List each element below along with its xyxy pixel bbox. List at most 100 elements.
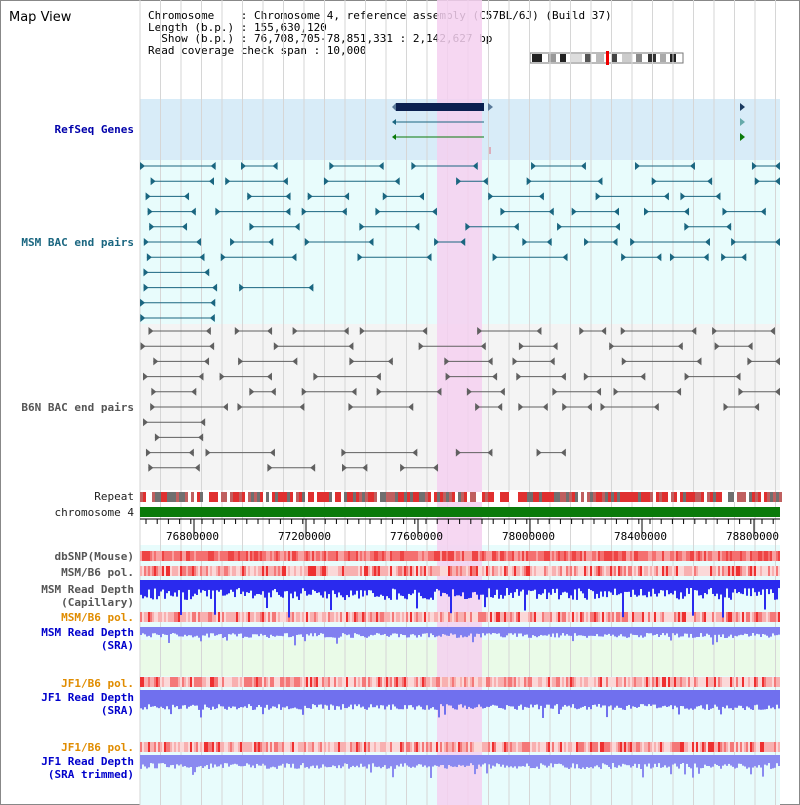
msm-bac-end (285, 192, 291, 201)
read-depth-bar (204, 627, 206, 636)
read-depth-bar (156, 690, 158, 708)
msm-bac-pairs[interactable] (140, 162, 780, 322)
read-depth-bar (182, 627, 184, 637)
msm-bac-end (456, 177, 462, 186)
polymorphism-cell (548, 551, 550, 561)
polymorphism-cell (600, 742, 602, 752)
polymorphism-cell (770, 742, 772, 752)
polymorphism-cell (604, 612, 606, 622)
polymorphism-cell (730, 677, 732, 687)
b6n-bac-end (153, 357, 159, 366)
polymorphism-cell (678, 612, 680, 622)
polymorphism-cell (340, 677, 342, 687)
b6n-bac-pairs[interactable] (140, 327, 780, 472)
polymorphism-cell (202, 677, 204, 687)
polymorphism-cell (630, 612, 632, 622)
polymorphism-cell (466, 551, 468, 561)
repeat-cell (176, 492, 179, 502)
polymorphism-cell (760, 612, 762, 622)
msm-bac-end (538, 192, 544, 201)
polymorphism-cell (186, 742, 188, 752)
read-depth-bar (546, 690, 548, 705)
b6n-bac-end (477, 327, 483, 335)
polymorphism-cell (212, 677, 214, 687)
repeat-cell (677, 492, 680, 502)
polymorphism-cell (488, 677, 490, 687)
read-depth-bar (610, 627, 612, 636)
read-depth-bar (466, 690, 468, 710)
polymorphism-cell (436, 677, 438, 687)
polymorphism-cell (356, 566, 358, 576)
polymorphism-cell (482, 677, 484, 687)
b6n-bac-end (237, 403, 243, 411)
polymorphism-cell (578, 742, 580, 752)
read-depth-bar (200, 755, 202, 766)
polymorphism-cell (230, 551, 232, 561)
polymorphism-cell (534, 742, 536, 752)
polymorphism-cell (456, 551, 458, 561)
polymorphism-cell (400, 742, 402, 752)
polymorphism-cell (558, 551, 560, 561)
read-depth-bar (680, 580, 682, 593)
chromosome-ideogram[interactable] (529, 51, 684, 65)
read-depth-bar (412, 627, 414, 635)
read-depth-bar (314, 755, 316, 769)
read-depth-bar (192, 690, 194, 705)
polymorphism-cell (374, 677, 376, 687)
polymorphism-cell (332, 677, 334, 687)
repeat-cell (617, 492, 620, 502)
msm-bac-label[interactable]: MSM BAC end pairs (21, 236, 134, 249)
polymorphism-cell (518, 677, 520, 687)
polymorphism-cell (348, 612, 350, 622)
polymorphism-cell (258, 566, 260, 576)
read-depth-bar (288, 755, 290, 765)
read-depth-bar (604, 580, 606, 592)
polymorphism-cell (182, 612, 184, 622)
repeat-cell (716, 492, 719, 502)
refseq-gene-models[interactable] (392, 103, 745, 154)
read-depth-bar (370, 580, 372, 591)
polymorphism-cell (376, 551, 378, 561)
read-depth-bar (584, 580, 586, 599)
b6n-bac-end (292, 327, 298, 335)
read-depth-bar (346, 690, 348, 709)
polymorphism-cell (312, 677, 314, 687)
polymorphism-cell (584, 742, 586, 752)
read-depth-bar (246, 690, 248, 708)
msm-bac-end (149, 222, 155, 231)
repeat-cell (422, 492, 425, 502)
read-depth-bar (732, 580, 734, 593)
polymorphism-cell (668, 612, 670, 622)
polymorphism-cell (290, 742, 292, 752)
polymorphism-cell (680, 551, 682, 561)
read-depth-bar (538, 755, 540, 769)
polymorphism-cell (188, 551, 190, 561)
polymorphism-cell (596, 677, 598, 687)
read-depth-bar (398, 755, 400, 767)
read-depth-bar (644, 690, 646, 706)
b6n-bac-label[interactable]: B6N BAC end pairs (21, 401, 134, 414)
polymorphism-cell (676, 742, 678, 752)
read-depth-bar (628, 690, 630, 705)
polymorphism-cell (592, 742, 594, 752)
repeat-cell (770, 492, 773, 502)
read-depth-bar (690, 580, 692, 589)
repeat-cell (662, 492, 665, 502)
polymorphism-cell (624, 742, 626, 752)
polymorphism-cell (722, 742, 724, 752)
polymorphism-cell (632, 677, 634, 687)
read-depth-bar (534, 580, 536, 590)
polymorphism-cell (728, 551, 730, 561)
read-depth-bar (752, 690, 754, 710)
read-depth-bar (736, 580, 738, 594)
polymorphism-cell (676, 612, 678, 622)
read-depth-bar (160, 580, 162, 592)
refseq-genes-label[interactable]: RefSeq Genes (54, 123, 134, 136)
read-depth-bar (342, 755, 344, 767)
read-depth-bar (246, 755, 248, 764)
polymorphism-cell (518, 742, 520, 752)
read-depth-bar (570, 755, 572, 768)
polymorphism-cell (172, 742, 174, 752)
read-depth-bar (176, 690, 178, 707)
